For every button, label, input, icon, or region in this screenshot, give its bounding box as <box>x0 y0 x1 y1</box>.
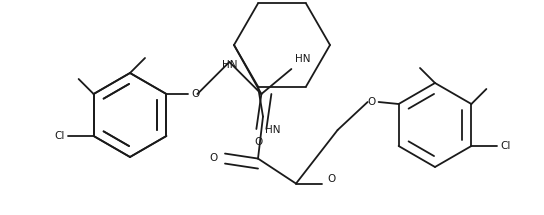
Text: HN: HN <box>295 54 311 64</box>
Text: O: O <box>210 153 218 163</box>
Text: Cl: Cl <box>500 141 511 151</box>
Text: HN: HN <box>265 124 281 135</box>
Text: O: O <box>327 174 335 184</box>
Text: HN: HN <box>222 60 238 69</box>
Text: O: O <box>255 137 263 147</box>
Text: O: O <box>367 97 375 107</box>
Text: Cl: Cl <box>54 131 65 141</box>
Text: O: O <box>191 89 200 99</box>
